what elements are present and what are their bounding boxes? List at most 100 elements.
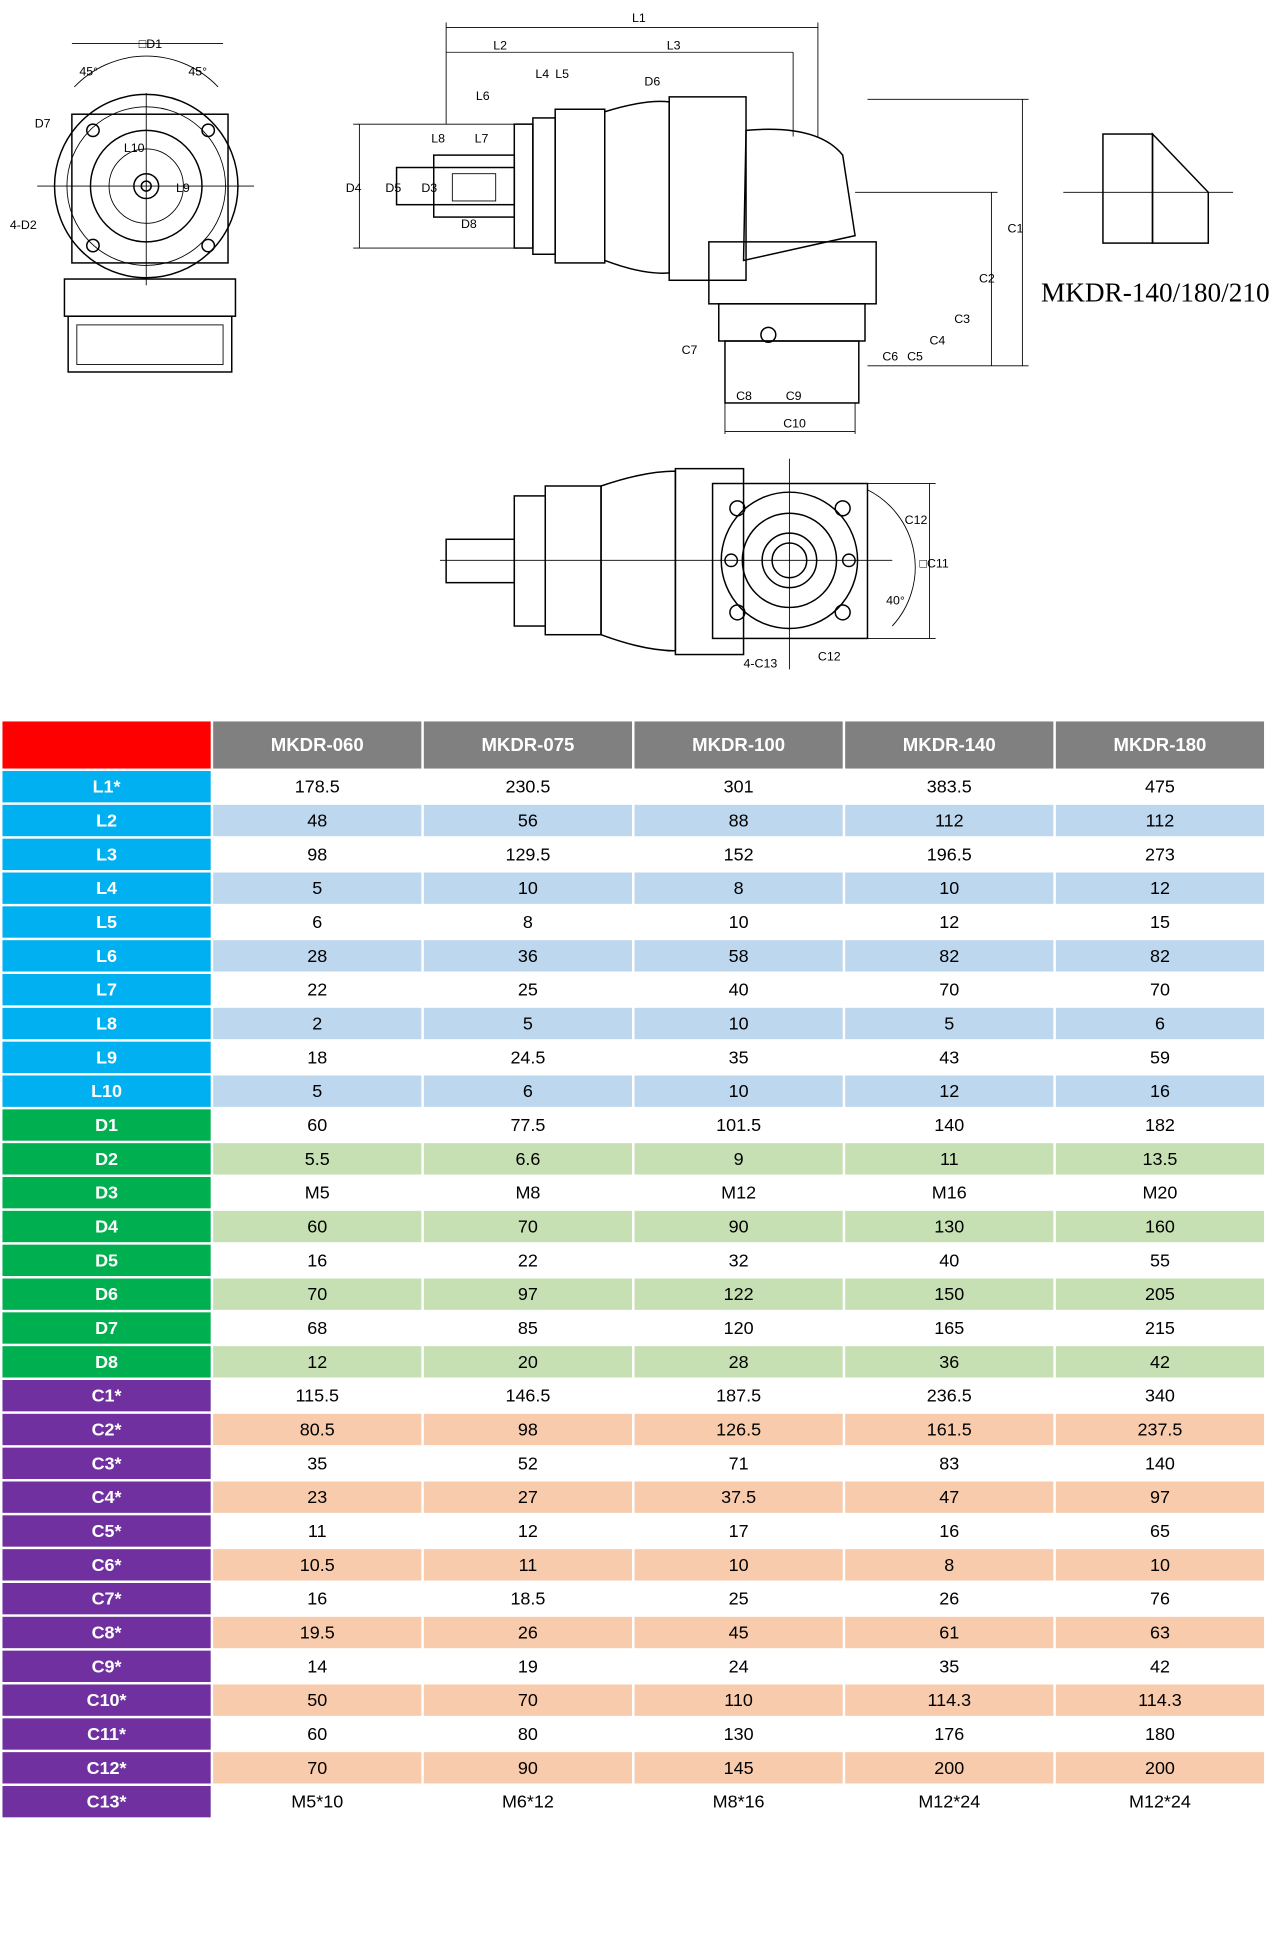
data-cell <box>845 1278 1054 1310</box>
cell-text: 68 <box>307 1318 327 1338</box>
row-label-cell <box>2 1515 211 1547</box>
data-cell <box>845 1481 1054 1513</box>
cell-text: M16 <box>932 1183 967 1203</box>
header-text: MKDR-060 <box>271 734 364 755</box>
row-label-cell <box>2 1684 211 1716</box>
cell-text: 24.5 <box>510 1047 545 1067</box>
data-cell <box>423 1312 633 1344</box>
cell-text: 6 <box>312 912 322 932</box>
cell-text: 77.5 <box>510 1115 545 1135</box>
data-cell <box>845 1752 1054 1784</box>
dim-label: D8 <box>461 217 477 231</box>
row-label-cell <box>2 940 211 972</box>
cell-text: 24 <box>729 1656 749 1676</box>
cell-text: 16 <box>939 1521 959 1541</box>
cell-text: 55 <box>1150 1250 1170 1270</box>
cell-text: 383.5 <box>927 777 972 797</box>
row-label: C4* <box>92 1487 122 1507</box>
data-cell <box>213 1515 422 1547</box>
dim-label: C5 <box>907 349 923 363</box>
cell-text: 27 <box>518 1487 538 1507</box>
data-cell <box>634 1718 843 1750</box>
row-label: D6 <box>95 1284 118 1304</box>
dim-label: D7 <box>35 116 51 130</box>
cell-text: 13.5 <box>1142 1149 1177 1169</box>
data-cell <box>634 1244 843 1277</box>
data-cell <box>634 1312 843 1344</box>
dim-label: L1 <box>632 11 646 25</box>
data-cell <box>634 1650 843 1683</box>
dim-label: C8 <box>736 389 752 403</box>
cell-text: 76 <box>1150 1589 1170 1609</box>
row-label: C11* <box>87 1724 126 1744</box>
cell-text: M5 <box>305 1183 330 1203</box>
cell-text: 126.5 <box>716 1419 761 1439</box>
data-cell <box>634 1785 843 1818</box>
row-label-cell <box>2 1143 211 1175</box>
dim-label: D5 <box>385 181 401 195</box>
data-cell <box>423 771 633 803</box>
cell-text: 35 <box>307 1453 327 1473</box>
data-cell <box>634 1210 843 1243</box>
row-label: D3 <box>95 1183 118 1203</box>
data-cell <box>1055 1616 1265 1649</box>
data-cell <box>634 1346 843 1378</box>
data-cell <box>845 1075 1054 1107</box>
data-cell <box>213 1481 422 1513</box>
data-cell <box>1055 1515 1265 1547</box>
cell-text: 20 <box>518 1352 538 1372</box>
data-cell <box>634 1582 843 1615</box>
row-label: L8 <box>96 1014 117 1034</box>
data-cell <box>213 1143 422 1175</box>
cell-text: 5 <box>523 1014 533 1034</box>
data-cell <box>423 1515 633 1547</box>
data-cell <box>1055 1346 1265 1378</box>
spec-table: MKDR-060 MKDR-075 MKDR-100 MKDR-140 MKDR-180… <box>2 721 1265 1818</box>
data-cell <box>634 838 843 871</box>
data-cell <box>1055 1278 1265 1310</box>
data-cell <box>213 1346 422 1378</box>
data-cell <box>423 1007 633 1040</box>
data-cell <box>634 974 843 1006</box>
data-cell <box>1055 1447 1265 1480</box>
dim-label: D3 <box>421 181 437 195</box>
data-cell <box>634 1447 843 1480</box>
technical-drawing <box>37 22 1234 670</box>
cell-text: 60 <box>307 1115 327 1135</box>
row-label-cell <box>2 838 211 871</box>
cell-text: 9 <box>734 1149 744 1169</box>
cell-text: 70 <box>307 1284 327 1304</box>
data-cell <box>1055 1413 1265 1446</box>
header-text: MKDR-075 <box>481 734 574 755</box>
data-cell <box>423 1447 633 1480</box>
row-label: C9* <box>92 1656 122 1676</box>
data-cell <box>1055 1312 1265 1344</box>
cell-text: 115.5 <box>295 1386 339 1406</box>
row-label: C13* <box>87 1792 127 1812</box>
cell-text: 26 <box>939 1589 959 1609</box>
cell-text: 22 <box>307 980 327 1000</box>
data-cell <box>845 974 1054 1006</box>
data-cell <box>423 838 633 871</box>
header-cell <box>423 721 633 769</box>
data-cell <box>423 1177 633 1209</box>
data-cell <box>423 1210 633 1243</box>
cell-text: 200 <box>934 1758 964 1778</box>
row-label-cell <box>2 1244 211 1277</box>
cell-text: 114.3 <box>927 1690 971 1710</box>
data-cell <box>213 906 422 938</box>
row-label: L10 <box>91 1081 122 1101</box>
header-text: MKDR-100 <box>692 734 785 755</box>
row-label: L9 <box>96 1047 117 1067</box>
data-cell <box>1055 1718 1265 1750</box>
row-label: C1* <box>92 1386 122 1406</box>
cell-text: 146.5 <box>505 1386 550 1406</box>
cell-text: 11 <box>519 1555 538 1575</box>
cell-text: 98 <box>518 1419 538 1439</box>
cell-text: 85 <box>518 1318 538 1338</box>
cell-text: 10 <box>729 1081 749 1101</box>
data-cell <box>845 1007 1054 1040</box>
row-label: L1* <box>93 777 121 797</box>
data-cell <box>1055 906 1265 938</box>
data-cell <box>634 906 843 938</box>
